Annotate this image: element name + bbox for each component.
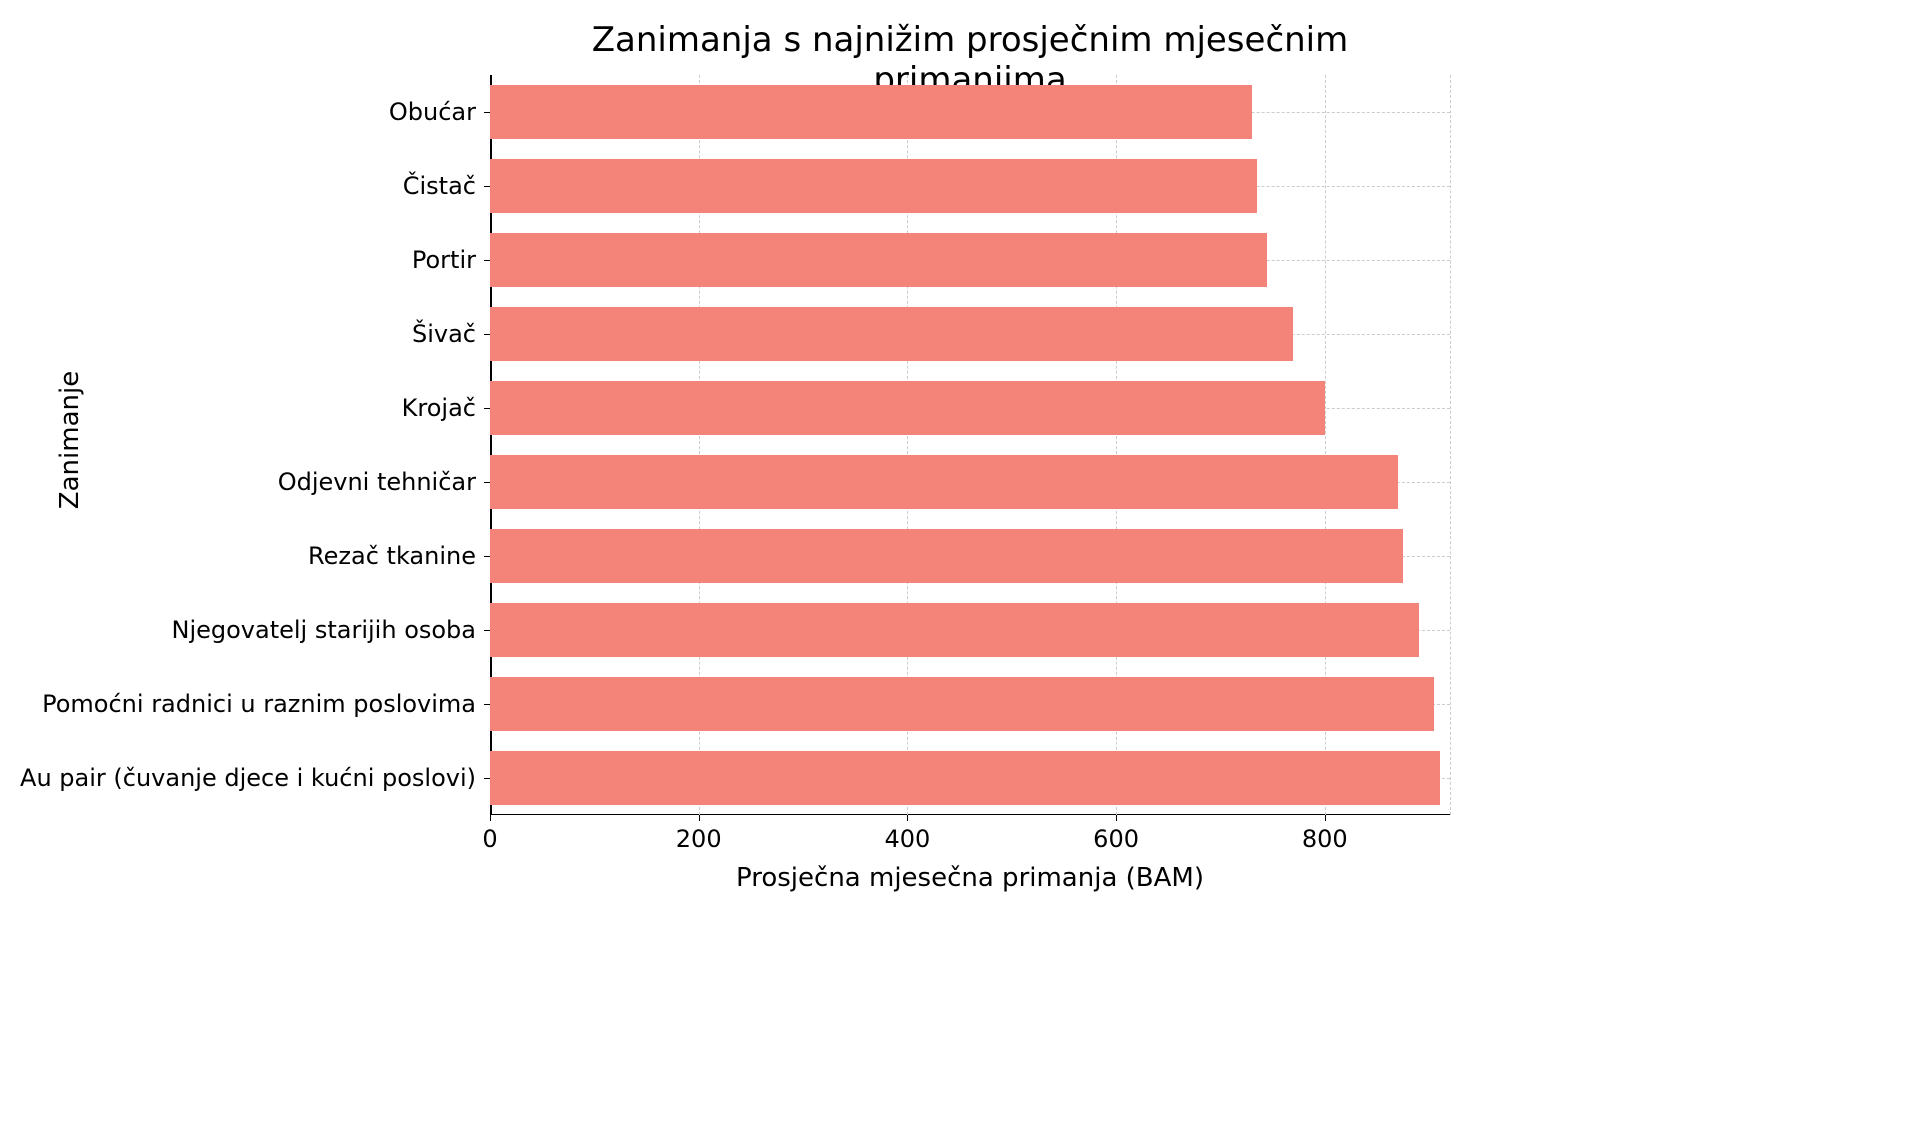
y-tick-label: Šivač [412,320,490,348]
y-tick-label: Pomoćni radnici u raznim poslovima [42,690,490,718]
y-tick-label: Odjevni tehničar [278,468,490,496]
bar [490,455,1398,508]
bar [490,677,1434,730]
bar [490,751,1440,804]
y-tick-label: Obućar [389,98,490,126]
bar [490,529,1403,582]
plot-area: 0200400600800ObućarČistačPortirŠivačKroj… [490,75,1450,815]
x-tick-label: 400 [884,815,930,853]
y-tick-label: Čistač [403,172,490,200]
bar [490,307,1293,360]
salary-chart: Zanimanja s najnižim prosječnim mjesečni… [80,20,1480,900]
y-axis-label: Zanimanje [55,371,85,509]
bar [490,233,1267,286]
x-tick-label: 0 [482,815,497,853]
bar [490,603,1419,656]
x-tick-label: 600 [1093,815,1139,853]
y-tick-label: Portir [412,246,490,274]
y-tick-label: Njegovatelj starijih osoba [172,616,491,644]
x-tick-label: 200 [676,815,722,853]
y-tick-label: Rezač tkanine [308,542,490,570]
bar [490,381,1325,434]
bar [490,85,1252,138]
bar [490,159,1257,212]
x-tick-label: 800 [1302,815,1348,853]
y-tick-label: Au pair (čuvanje djece i kućni poslovi) [20,764,490,792]
gridline [1450,75,1451,815]
y-tick-label: Krojač [402,394,490,422]
x-axis-label: Prosječna mjesečna primanja (BAM) [490,863,1450,893]
